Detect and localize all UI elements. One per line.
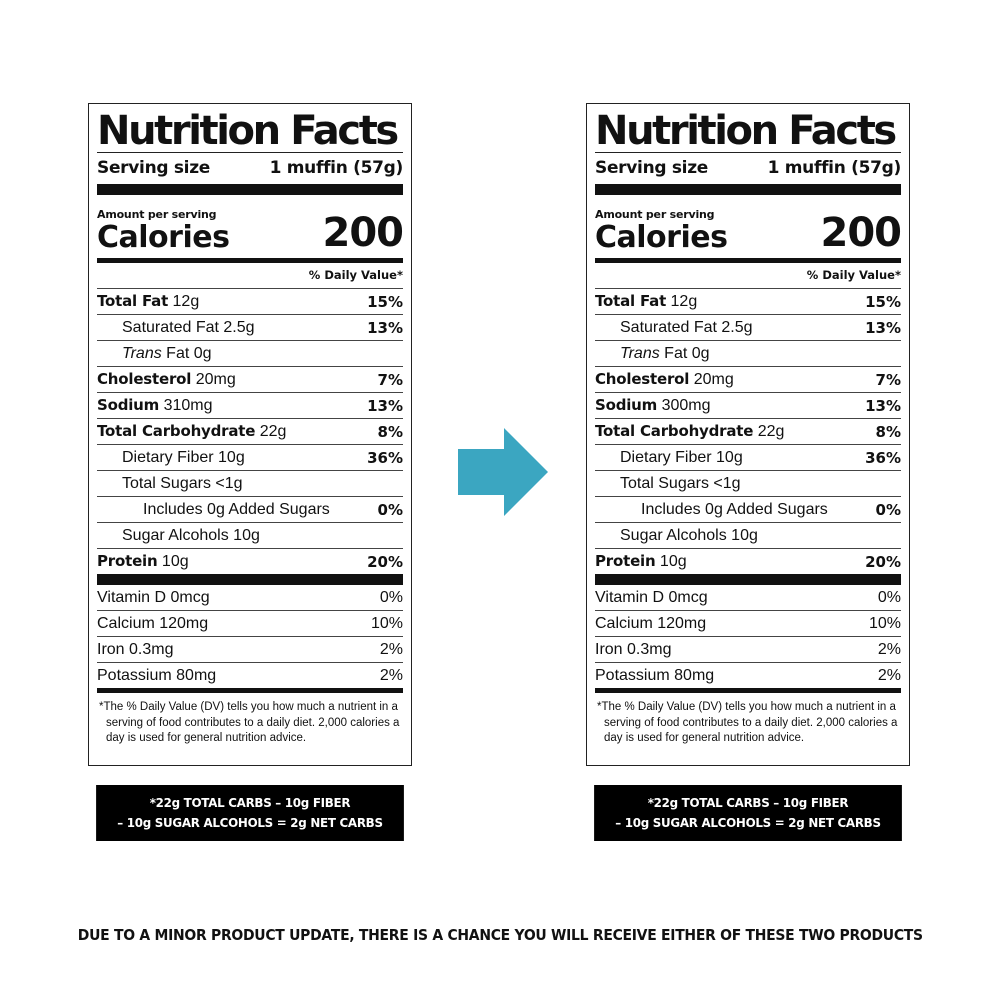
daily-value: 7% xyxy=(377,370,403,389)
serving-size-row: Serving size 1 muffin (57g) xyxy=(97,153,403,183)
nutrient-row-total-sugars: Total Sugars <1g xyxy=(97,470,403,496)
label-title: Nutrition Facts xyxy=(595,108,897,154)
nutrient-row-saturated-fat: Saturated Fat 2.5g 13% xyxy=(595,314,901,340)
divider xyxy=(97,152,403,153)
daily-value: 7% xyxy=(875,370,901,389)
calories-row: Calories 200 xyxy=(97,213,404,255)
calories-value: 200 xyxy=(820,210,902,256)
amount-per-serving: Amount per serving xyxy=(595,208,715,221)
vitamin-row-vitamin-d: Vitamin D 0mcg 0% xyxy=(595,588,901,606)
right-arrow-icon xyxy=(458,428,548,516)
vitamin-row-iron: Iron 0.3mg 2% xyxy=(595,636,901,662)
daily-value: 2% xyxy=(379,666,403,684)
vitamin-row-potassium: Potassium 80mg 2% xyxy=(595,662,901,688)
daily-value-footnote: *The % Daily Value (DV) tells you how mu… xyxy=(99,701,400,744)
nutrient-row-protein: Protein 10g 20% xyxy=(595,548,901,574)
nutrient-row-sugar-alcohols: Sugar Alcohols 10g xyxy=(97,522,403,548)
daily-value: 13% xyxy=(367,396,403,415)
vitamin-row-calcium: Calcium 120mg 10% xyxy=(97,610,403,636)
thick-divider xyxy=(97,574,403,585)
amount-per-serving: Amount per serving xyxy=(97,208,217,221)
nutrient-row-sodium: Sodium 310mg 13% xyxy=(97,392,403,418)
callout-line: – 10g SUGAR ALCOHOLS = 2g NET CARBS xyxy=(615,815,881,830)
daily-value: 13% xyxy=(865,318,901,337)
nutrient-row-trans-fat: Trans Fat 0g xyxy=(97,340,403,366)
nutrient-row-cholesterol: Cholesterol 20mg 7% xyxy=(595,366,901,392)
nutrient-row-sugar-alcohols: Sugar Alcohols 10g xyxy=(595,522,901,548)
daily-value: 10% xyxy=(868,614,901,632)
nutrient-row-protein: Protein 10g 20% xyxy=(97,548,403,574)
net-carbs-callout-new: *22g TOTAL CARBS – 10g FIBER – 10g SUGAR… xyxy=(594,785,902,841)
label-title: Nutrition Facts xyxy=(97,108,399,154)
daily-value: 15% xyxy=(367,292,403,311)
nutrition-label-new: Nutrition Facts Serving size 1 muffin (5… xyxy=(586,103,910,766)
medium-divider xyxy=(97,688,403,693)
medium-divider xyxy=(595,258,901,263)
nutrient-row-total-fat: Total Fat 12g 15% xyxy=(97,288,403,314)
vitamin-row-calcium: Calcium 120mg 10% xyxy=(595,610,901,636)
daily-value: 13% xyxy=(865,396,901,415)
thick-divider xyxy=(97,184,403,195)
thick-divider xyxy=(595,574,901,585)
daily-value: 0% xyxy=(877,588,901,606)
nutrient-row-total-carbohydrate: Total Carbohydrate 22g 8% xyxy=(595,418,901,444)
vitamin-row-iron: Iron 0.3mg 2% xyxy=(97,636,403,662)
daily-value: 20% xyxy=(865,552,901,571)
serving-size-label: Serving size xyxy=(595,158,709,178)
divider xyxy=(595,152,901,153)
calories-value: 200 xyxy=(322,210,404,256)
nutrient-row-saturated-fat: Saturated Fat 2.5g 13% xyxy=(97,314,403,340)
notice-text: DUE TO A MINOR PRODUCT UPDATE, THERE IS … xyxy=(77,926,923,944)
daily-value: 10% xyxy=(370,614,403,632)
callout-line: *22g TOTAL CARBS – 10g FIBER xyxy=(149,795,351,810)
calories-label: Calories xyxy=(97,220,230,255)
product-update-notice: DUE TO A MINOR PRODUCT UPDATE, THERE IS … xyxy=(0,926,1000,944)
daily-value-header: % Daily Value* xyxy=(308,268,403,282)
calories-label: Calories xyxy=(595,220,728,255)
daily-value: 36% xyxy=(367,448,403,467)
daily-value: 2% xyxy=(877,666,901,684)
vitamin-row-vitamin-d: Vitamin D 0mcg 0% xyxy=(97,588,403,606)
medium-divider xyxy=(97,258,403,263)
nutrient-row-trans-fat: Trans Fat 0g xyxy=(595,340,901,366)
vitamin-row-potassium: Potassium 80mg 2% xyxy=(97,662,403,688)
nutrient-row-total-fat: Total Fat 12g 15% xyxy=(595,288,901,314)
daily-value: 0% xyxy=(377,500,403,519)
daily-value: 0% xyxy=(379,588,403,606)
callout-line: – 10g SUGAR ALCOHOLS = 2g NET CARBS xyxy=(117,815,383,830)
daily-value: 36% xyxy=(865,448,901,467)
serving-size-label: Serving size xyxy=(97,158,211,178)
nutrient-row-added-sugars: Includes 0g Added Sugars 0% xyxy=(595,496,901,522)
serving-size-row: Serving size 1 muffin (57g) xyxy=(595,153,901,183)
calories-row: Calories 200 xyxy=(595,213,902,255)
nutrient-row-added-sugars: Includes 0g Added Sugars 0% xyxy=(97,496,403,522)
callout-line: *22g TOTAL CARBS – 10g FIBER xyxy=(647,795,849,810)
daily-value: 8% xyxy=(377,422,403,441)
net-carbs-callout-old: *22g TOTAL CARBS – 10g FIBER – 10g SUGAR… xyxy=(96,785,404,841)
daily-value-footnote: *The % Daily Value (DV) tells you how mu… xyxy=(597,701,898,744)
daily-value: 20% xyxy=(367,552,403,571)
thick-divider xyxy=(595,184,901,195)
serving-size-value: 1 muffin (57g) xyxy=(767,158,902,178)
nutrient-row-dietary-fiber: Dietary Fiber 10g 36% xyxy=(97,444,403,470)
daily-value: 15% xyxy=(865,292,901,311)
nutrient-row-dietary-fiber: Dietary Fiber 10g 36% xyxy=(595,444,901,470)
daily-value: 0% xyxy=(875,500,901,519)
daily-value: 2% xyxy=(379,640,403,658)
nutrient-row-total-carbohydrate: Total Carbohydrate 22g 8% xyxy=(97,418,403,444)
nutrient-row-cholesterol: Cholesterol 20mg 7% xyxy=(97,366,403,392)
daily-value: 13% xyxy=(367,318,403,337)
nutrient-row-total-sugars: Total Sugars <1g xyxy=(595,470,901,496)
nutrient-row-sodium: Sodium 300mg 13% xyxy=(595,392,901,418)
medium-divider xyxy=(595,688,901,693)
nutrition-label-old: Nutrition Facts Serving size 1 muffin (5… xyxy=(88,103,412,766)
daily-value: 2% xyxy=(877,640,901,658)
daily-value-header: % Daily Value* xyxy=(806,268,901,282)
daily-value: 8% xyxy=(875,422,901,441)
serving-size-value: 1 muffin (57g) xyxy=(269,158,404,178)
